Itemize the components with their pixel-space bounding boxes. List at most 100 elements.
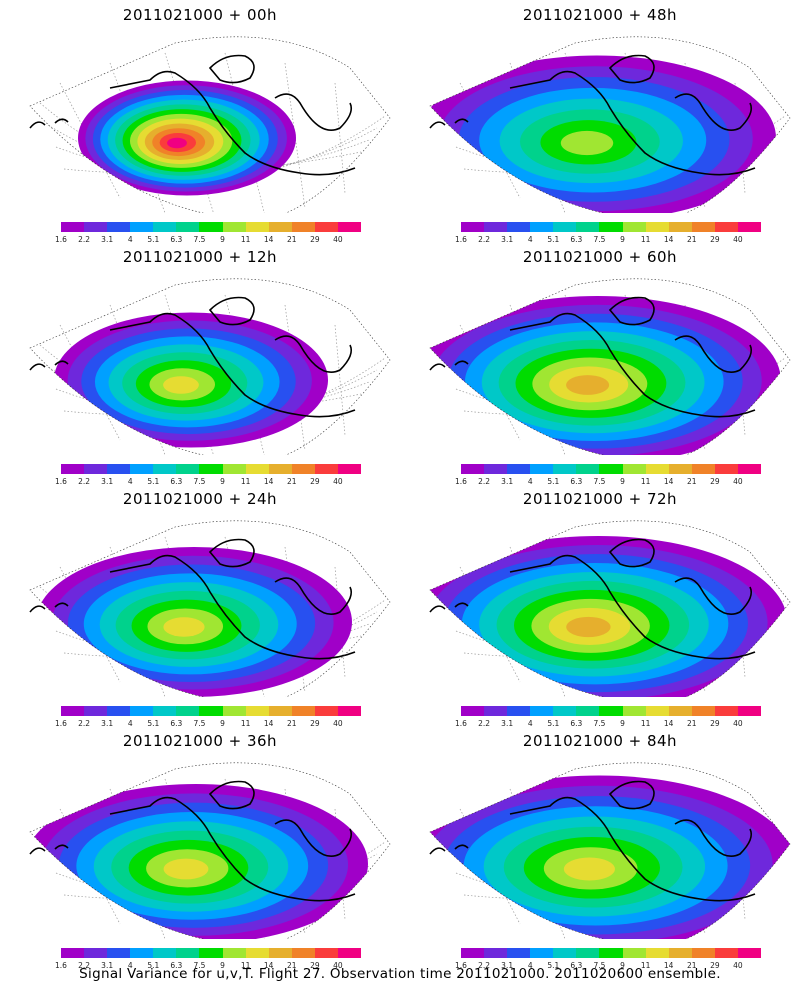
colorbar-swatch: [668, 706, 692, 716]
colorbar-swatch: [130, 222, 154, 232]
variance-map: [29, 520, 391, 697]
colorbar: [61, 222, 362, 232]
variance-map: [429, 762, 791, 939]
map-panel: 2011021000 + 00h 1.6 2.2 3.1 4 5.1 6.3 7.5 9 11 14…: [0, 0, 400, 244]
colorbar-label: 3.1: [501, 719, 514, 728]
variance-field: [36, 547, 352, 697]
colorbar-swatch: [291, 706, 315, 716]
colorbar-label: 40: [733, 719, 743, 728]
colorbar-swatch: [576, 706, 600, 716]
colorbar-swatch: [176, 948, 200, 958]
colorbar-swatch: [291, 222, 315, 232]
panel-title: 2011021000 + 60h: [522, 248, 678, 266]
colorbar-label: 7.5: [193, 477, 206, 486]
colorbar-label: 5.1: [147, 719, 160, 728]
colorbar-labels: 1.6 2.2 3.1 4 5.1 6.3 7.5 9 11 14 21 29 40: [455, 961, 761, 971]
colorbar-label: 21: [286, 235, 297, 244]
colorbar-swatch: [484, 706, 508, 716]
colorbar-label: 6.3: [170, 961, 183, 970]
colorbar-swatch: [507, 222, 531, 232]
colorbar-swatch: [222, 706, 246, 716]
colorbar-labels: 1.6 2.2 3.1 4 5.1 6.3 7.5 9 11 14 21 29 40: [55, 961, 361, 971]
colorbar-swatch: [130, 706, 154, 716]
colorbar-swatch: [199, 948, 223, 958]
colorbar-label: 7.5: [593, 235, 606, 244]
colorbar-label: 4: [527, 235, 533, 244]
colorbar-label: 40: [733, 477, 743, 486]
colorbar-label: 9: [620, 477, 625, 486]
colorbar-labels: 1.6 2.2 3.1 4 5.1 6.3 7.5 9 11 14 21 29 40: [55, 477, 361, 487]
colorbar-label: 14: [263, 477, 274, 486]
colorbar-swatch: [484, 464, 508, 474]
figure-caption: Signal Variance for u,v,T. Flight 27. Ob…: [79, 966, 721, 982]
colorbar-label: 14: [663, 961, 674, 970]
colorbar-swatch: [130, 464, 154, 474]
coastline: [429, 296, 756, 418]
colorbar-label: 14: [663, 477, 674, 486]
colorbar-swatch: [61, 706, 85, 716]
colorbar-swatch: [576, 948, 600, 958]
variance-map: [29, 762, 391, 939]
colorbar-swatch: [199, 222, 223, 232]
variance-field: [430, 775, 790, 939]
map-panel: 2011021000 + 84h 1.6 2.2 3.1 4 5.1 6.3 7.5 9 11 14…: [400, 726, 800, 971]
colorbar-labels: 1.6 2.2 3.1 4 5.1 6.3 7.5 9 11 14 21 29 40: [55, 719, 361, 729]
colorbar-swatch: [291, 464, 315, 474]
colorbar-label: 40: [333, 719, 343, 728]
colorbar-swatch: [61, 948, 85, 958]
colorbar-label: 21: [686, 235, 697, 244]
colorbar-label: 1.6: [455, 961, 467, 970]
colorbar-swatch: [245, 222, 269, 232]
colorbar-label: 2.2: [78, 961, 91, 970]
colorbar-swatch: [599, 222, 623, 232]
coastline: [29, 780, 356, 902]
colorbar-swatch: [507, 706, 531, 716]
colorbar-swatch: [176, 706, 200, 716]
colorbar-label: 2.2: [78, 235, 91, 244]
colorbar-swatch: [153, 706, 177, 716]
colorbar-label: 29: [310, 235, 320, 244]
colorbar-label: 6.3: [570, 477, 583, 486]
panel-title: 2011021000 + 00h: [122, 6, 278, 24]
colorbar-swatch: [714, 464, 738, 474]
colorbar: [461, 948, 762, 958]
map-panel: 2011021000 + 36h 1.6 2.2 3.1 4 5.1 6.3 7.5 9 11 14…: [0, 726, 400, 971]
colorbar-label: 3.1: [501, 477, 514, 486]
colorbar-swatch: [645, 948, 669, 958]
colorbar: [61, 706, 362, 716]
colorbar-label: 21: [286, 961, 297, 970]
colorbar-swatch: [245, 706, 269, 716]
colorbar-swatch: [737, 222, 762, 232]
map-panel: 2011021000 + 24h 1.6 2.2 3.1 4 5.1 6.3 7.5 9 11 14…: [0, 484, 400, 729]
colorbar-swatch: [314, 948, 338, 958]
colorbar-label: 21: [686, 477, 697, 486]
colorbar-swatch: [599, 948, 623, 958]
coastline: [29, 538, 356, 660]
colorbar-swatch: [337, 948, 362, 958]
colorbar-swatch: [199, 706, 223, 716]
colorbar-swatch: [268, 706, 292, 716]
colorbar-swatch: [84, 222, 108, 232]
variance-field: [430, 536, 788, 697]
colorbar-label: 5.1: [147, 477, 160, 486]
colorbar-label: 29: [710, 235, 720, 244]
colorbar-swatch: [484, 948, 508, 958]
colorbar-label: 11: [240, 719, 251, 728]
variance-field: [430, 296, 781, 455]
colorbar-swatch: [530, 948, 554, 958]
colorbar-swatch: [737, 706, 762, 716]
colorbar-swatch: [576, 222, 600, 232]
colorbar-swatch: [222, 464, 246, 474]
colorbar-swatch: [599, 706, 623, 716]
colorbar-swatch: [714, 222, 738, 232]
colorbar-label: 11: [640, 477, 651, 486]
colorbar-label: 6.3: [170, 477, 183, 486]
colorbar-label: 5.1: [547, 961, 560, 970]
variance-map: [429, 520, 791, 697]
colorbar-label: 11: [640, 235, 651, 244]
colorbar-label: 6.3: [170, 235, 183, 244]
colorbar-swatch: [691, 222, 715, 232]
colorbar-label: 1.6: [55, 235, 67, 244]
colorbar-swatch: [461, 464, 485, 474]
colorbar-label: 5.1: [147, 235, 160, 244]
